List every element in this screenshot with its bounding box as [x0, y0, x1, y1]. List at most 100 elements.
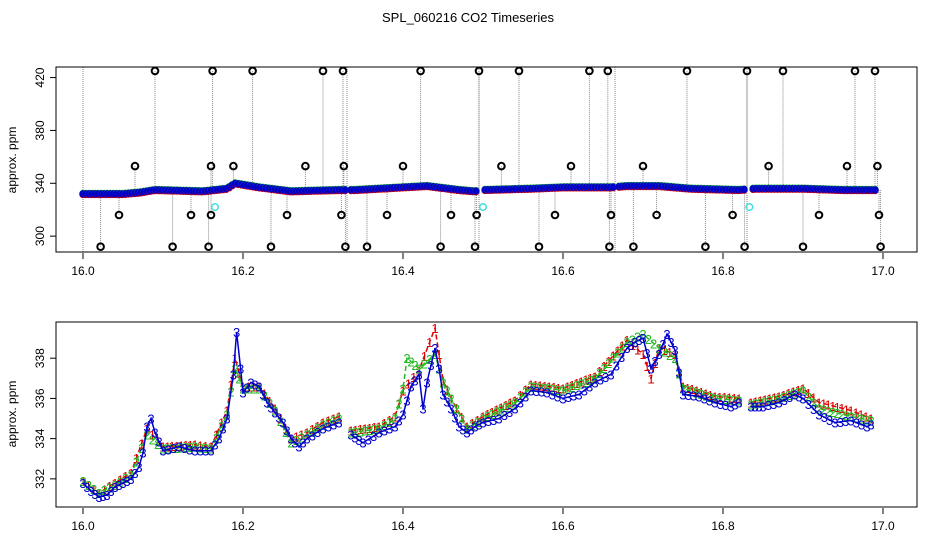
- series-1-marker: 1: [250, 379, 257, 394]
- series-1-marker: 1: [309, 422, 316, 437]
- series-2-marker: 2: [287, 436, 294, 451]
- top-y-tick-label: 380: [33, 120, 47, 140]
- outlier-marker: [206, 161, 216, 171]
- outlier-marker: [96, 242, 105, 252]
- series-2-marker: 2: [546, 382, 553, 397]
- series-3-marker: 3: [867, 418, 874, 433]
- series-2-marker: 2: [820, 403, 827, 418]
- series-1-marker: 1: [235, 365, 242, 380]
- series-1-marker: 1: [527, 377, 534, 392]
- series-3-marker: 3: [815, 408, 822, 423]
- series-2-marker: 2: [489, 407, 496, 422]
- series-1-marker: 1: [507, 396, 514, 411]
- bottom-y-axis: 332 334 336 338: [33, 348, 56, 489]
- series-2-marker: 2: [582, 375, 589, 390]
- outlier-marker: [798, 242, 808, 252]
- bottom-x-tick-label: 16.8: [711, 519, 735, 533]
- series-1-marker: 1: [410, 370, 417, 385]
- series-2-marker: 2: [271, 403, 278, 418]
- series-2-marker: 2: [507, 398, 514, 413]
- series-1-marker: 1: [303, 426, 310, 441]
- series-2-marker: 2: [443, 383, 450, 398]
- series-3-marker: 3: [275, 411, 282, 426]
- series-3-marker: 3: [325, 420, 332, 435]
- series-1-marker: 1: [415, 363, 422, 378]
- series-2-marker: 2: [250, 381, 257, 396]
- series-1-marker: 1: [511, 393, 518, 408]
- series-3-marker: 3: [821, 410, 828, 425]
- series-2-marker: 2: [838, 407, 845, 422]
- series-1-marker: 1: [766, 391, 773, 406]
- series-3-marker: 3: [747, 399, 754, 414]
- series-3-marker: 3: [170, 441, 177, 456]
- series-3-marker: 3: [639, 331, 646, 346]
- outlier-marker: [416, 66, 425, 76]
- series-2-marker: 2: [231, 361, 238, 376]
- series-3-marker: 3: [575, 387, 582, 402]
- bottom-plot-data: 1111111111111111111111111111111111111111…: [79, 321, 874, 505]
- series-2-marker: 2: [381, 418, 388, 433]
- series-3-marker: 3: [111, 480, 118, 495]
- series-1-marker: 1: [106, 479, 113, 494]
- series-3-marker: 3: [87, 484, 94, 499]
- outlier-marker: [652, 210, 661, 220]
- series-3-marker: 3: [847, 414, 854, 429]
- series-2-line: [82, 365, 340, 494]
- series-3-marker: 3: [831, 416, 838, 431]
- series-3-marker: 3: [799, 391, 806, 406]
- series-1-marker: 1: [605, 354, 612, 369]
- series-3-marker: 3: [667, 335, 674, 350]
- series-3-marker: 3: [143, 420, 150, 435]
- top-y-tick-label: 420: [33, 67, 47, 87]
- series-1-marker: 1: [847, 403, 854, 418]
- series-3-marker: 3: [365, 432, 372, 447]
- series-3-marker: 3: [679, 387, 686, 402]
- series-3-marker: 3: [79, 476, 86, 491]
- series-3-marker: 3: [597, 373, 604, 388]
- series-1-marker: 1: [532, 378, 539, 393]
- series-3-marker: 3: [805, 397, 812, 412]
- series-3-marker: 3: [735, 395, 742, 410]
- outlier-marker: [876, 242, 885, 252]
- series-3-marker: 3: [522, 389, 529, 404]
- series-2-marker: 2: [799, 383, 806, 398]
- outlier-marker: [362, 242, 372, 252]
- series-3-marker: 3: [463, 426, 470, 441]
- series-3-marker: 3: [197, 444, 204, 459]
- series-2-marker: 2: [395, 396, 402, 411]
- series-3-marker: 3: [431, 341, 438, 356]
- series-2-marker: 2: [314, 421, 321, 436]
- series-2-marker: 2: [693, 386, 700, 401]
- outlier-marker: [318, 66, 328, 76]
- series-3-marker: 3: [131, 466, 138, 481]
- series-2-marker: 2: [366, 423, 373, 438]
- series-3-line: [350, 332, 740, 444]
- outlier-marker: [446, 210, 456, 220]
- series-2-marker: 2: [829, 405, 836, 420]
- series-2-marker: 2: [298, 430, 305, 445]
- series-3-marker: 3: [533, 384, 540, 399]
- series-2-marker: 2: [532, 380, 539, 395]
- series-2-marker: 2: [771, 392, 778, 407]
- series-1-marker: 1: [731, 391, 738, 406]
- series-1-marker: 1: [693, 384, 700, 399]
- series-1-marker: 1: [405, 377, 412, 392]
- series-2-marker: 2: [671, 351, 678, 366]
- series-2-marker: 2: [154, 437, 161, 452]
- series-1-marker: 1: [815, 395, 822, 410]
- series-1-marker: 1: [810, 391, 817, 406]
- series-1-marker: 1: [711, 389, 718, 404]
- series-3-marker: 3: [211, 438, 218, 453]
- series-1-marker: 1: [799, 381, 806, 396]
- series-3-marker: 3: [791, 387, 798, 402]
- series-2-marker: 2: [439, 375, 446, 390]
- series-3-marker: 3: [115, 478, 122, 493]
- series-1-marker: 1: [489, 405, 496, 420]
- outlier-marker: [339, 161, 349, 171]
- series-3-marker: 3: [706, 393, 713, 408]
- series-3-marker: 3: [359, 436, 366, 451]
- series-3-marker: 3: [527, 383, 534, 398]
- series-2-marker: 2: [766, 393, 773, 408]
- series-1-marker: 1: [578, 374, 585, 389]
- series-3-marker: 3: [671, 343, 678, 358]
